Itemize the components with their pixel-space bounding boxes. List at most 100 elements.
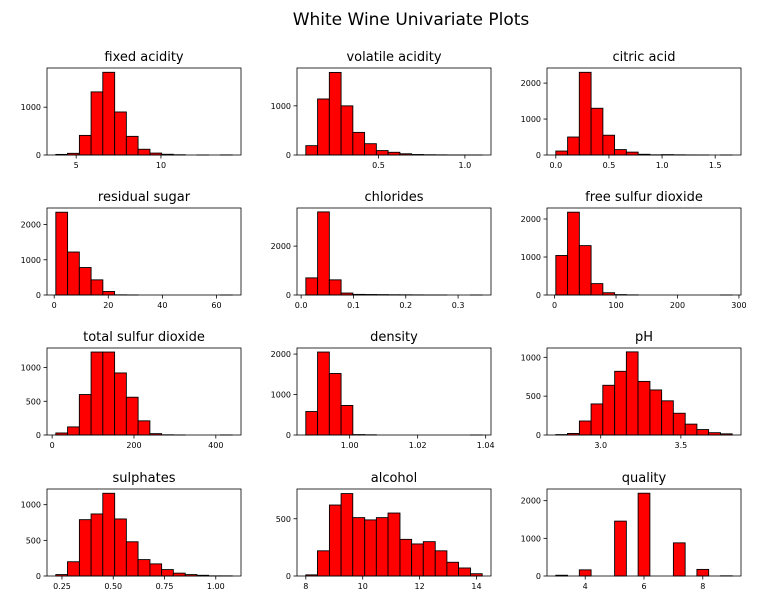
bar (149, 563, 163, 577)
x-tick-label: 1.5 (709, 161, 722, 170)
bar (637, 492, 651, 577)
x-tick-label: 400 (208, 441, 223, 450)
bar (317, 211, 330, 296)
bar (614, 370, 627, 436)
bar (578, 420, 592, 436)
x-tick-label: 4 (583, 582, 588, 591)
bar (102, 492, 116, 577)
bar (328, 279, 342, 296)
y-tick-label: 1000 (521, 353, 541, 362)
bar (125, 541, 139, 577)
y-tick-label: 0 (36, 572, 41, 581)
bar (625, 351, 639, 436)
x-tick-label: 0 (552, 301, 557, 310)
bar (67, 561, 80, 577)
axes-frame (296, 347, 492, 436)
subplot-title: pH (635, 330, 653, 345)
axes-frame (546, 67, 742, 156)
bar (387, 151, 401, 156)
x-tick-label: 40 (157, 301, 167, 310)
bar (684, 423, 698, 436)
bar (661, 400, 674, 436)
bar (590, 403, 604, 436)
y-tick-label: 0 (286, 151, 291, 160)
bar (102, 291, 116, 296)
x-tick-label: 8 (700, 582, 705, 591)
subplot: 4 6 8 0 1000 2000 quality (521, 471, 742, 591)
subplot: 0.25 0.50 0.75 1.00 0 500 1000 sulphates (21, 471, 242, 591)
bar (602, 384, 616, 436)
x-tick-label: 0.1 (347, 301, 360, 310)
x-tick-label: 0.75 (156, 582, 174, 591)
bar (305, 411, 319, 436)
axes-frame (296, 207, 492, 296)
y-tick-label: 1000 (271, 102, 291, 111)
bar (137, 420, 151, 436)
bar (446, 561, 460, 577)
bar (328, 71, 342, 156)
bar (67, 426, 80, 436)
x-tick-label: 12 (415, 582, 425, 591)
x-tick-label: 200 (126, 441, 141, 450)
bar (67, 251, 80, 296)
bar (102, 71, 116, 156)
bar (340, 105, 354, 156)
bar (317, 550, 330, 577)
subplot: 0 20 40 60 0 1000 2000 residual sugar (21, 190, 242, 310)
y-tick-label: 0 (536, 151, 541, 160)
y-tick-label: 500 (526, 392, 541, 401)
bar (114, 518, 127, 577)
bar (567, 136, 580, 156)
subplot: 8 10 12 14 0 500 alcohol (276, 471, 492, 591)
bar (422, 541, 436, 577)
y-tick-label: 500 (276, 515, 291, 524)
subplot: 0 100 200 300 0 1000 2000 free sulfur dioxide (521, 190, 747, 310)
subplot: 1.00 1.02 1.04 0 1000 2000 density (271, 330, 495, 450)
x-tick-label: 0.50 (104, 582, 122, 591)
x-tick-label: 200 (670, 301, 685, 310)
bar (614, 149, 627, 156)
bar (399, 538, 413, 577)
x-tick-label: 100 (608, 301, 623, 310)
y-tick-label: 1000 (521, 253, 541, 262)
bar (411, 543, 424, 577)
bar (161, 569, 174, 577)
y-tick-label: 2000 (521, 215, 541, 224)
bar (317, 351, 330, 436)
bar (555, 150, 569, 156)
y-tick-label: 1000 (21, 364, 41, 373)
bar (637, 380, 651, 436)
subplot-title: free sulfur dioxide (585, 190, 703, 205)
x-tick-label: 1.0 (459, 161, 472, 170)
bar (375, 150, 389, 156)
bar (352, 131, 366, 156)
y-tick-label: 1000 (21, 256, 41, 265)
x-tick-label: 1.0 (656, 161, 669, 170)
bar (114, 111, 127, 156)
y-tick-label: 2000 (521, 79, 541, 88)
subplot-title: density (370, 330, 418, 345)
bar (90, 279, 104, 296)
bar (55, 211, 69, 296)
bar (375, 517, 389, 577)
axes-frame (46, 347, 242, 436)
bar (340, 493, 354, 577)
bar (625, 151, 639, 156)
y-tick-label: 1000 (271, 391, 291, 400)
x-tick-label: 300 (731, 301, 746, 310)
bar (649, 389, 663, 436)
y-tick-label: 2000 (271, 350, 291, 359)
x-tick-label: 20 (103, 301, 113, 310)
bar (78, 267, 92, 296)
bar (125, 135, 139, 156)
subplot-title: alcohol (371, 471, 417, 486)
subplot-title: volatile acidity (346, 50, 441, 65)
subplot-title: sulphates (113, 471, 176, 486)
bar (328, 504, 342, 577)
axes-frame (46, 488, 242, 577)
y-tick-label: 0 (36, 151, 41, 160)
bar (90, 91, 104, 156)
bar (340, 405, 354, 436)
axes-frame (296, 67, 492, 156)
x-tick-label: 60 (211, 301, 221, 310)
